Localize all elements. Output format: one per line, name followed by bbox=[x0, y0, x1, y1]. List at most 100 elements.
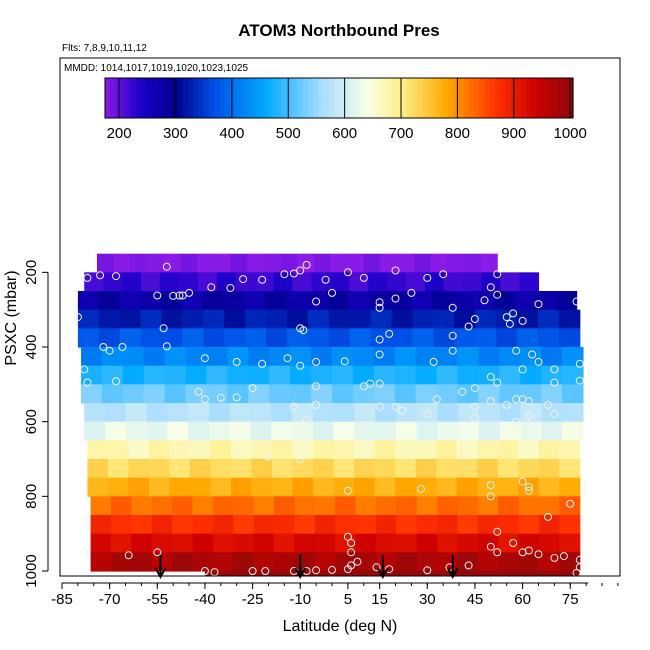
colorbar-segment bbox=[245, 78, 252, 118]
data-point bbox=[432, 395, 441, 404]
heatmap-cell bbox=[477, 552, 499, 572]
heatmap-cell bbox=[230, 253, 248, 273]
colorbar-segment bbox=[484, 78, 491, 118]
data-point bbox=[232, 357, 241, 366]
heatmap-cell bbox=[159, 272, 180, 292]
heatmap-cell bbox=[477, 515, 499, 535]
colorbar-segment bbox=[458, 78, 465, 118]
colorbar-segment bbox=[146, 78, 153, 118]
heatmap-cell bbox=[84, 272, 104, 292]
data-point bbox=[353, 557, 362, 566]
heatmap-cell bbox=[311, 347, 333, 367]
heatmap-cell bbox=[457, 365, 479, 385]
down-arrow-icon bbox=[376, 555, 389, 580]
heatmap-cell bbox=[151, 515, 173, 535]
heatmap-cell bbox=[518, 496, 540, 516]
heatmap-cell bbox=[77, 291, 100, 311]
data-point bbox=[505, 319, 514, 328]
colorbar-segment bbox=[177, 78, 184, 118]
heatmap-cell bbox=[224, 309, 246, 329]
heatmap-cell bbox=[352, 347, 375, 367]
heatmap-cell bbox=[436, 440, 458, 460]
data-point bbox=[80, 548, 89, 557]
surface-band bbox=[204, 571, 580, 576]
heatmap-cell bbox=[146, 421, 168, 441]
data-point bbox=[343, 532, 352, 541]
y-tick-label: 200 bbox=[23, 260, 40, 285]
colorbar-segment bbox=[157, 78, 163, 118]
heatmap-cell bbox=[559, 533, 581, 553]
heatmap-cell bbox=[274, 496, 296, 516]
colorbar-segment bbox=[255, 78, 262, 118]
heatmap-cell bbox=[273, 272, 294, 292]
heatmap-cell bbox=[292, 272, 312, 292]
heatmap-cell bbox=[169, 459, 191, 479]
data-point bbox=[296, 455, 305, 463]
colorbar-segment bbox=[453, 78, 460, 118]
heatmap-cell bbox=[206, 365, 229, 385]
heatmap-cell bbox=[203, 328, 225, 348]
heatmap-cell bbox=[559, 496, 581, 516]
heatmap-cell bbox=[330, 272, 350, 292]
data-point bbox=[112, 272, 120, 281]
data-point bbox=[232, 393, 241, 402]
heatmap-cell bbox=[311, 365, 333, 385]
data-point bbox=[493, 290, 502, 299]
heatmap-cell bbox=[208, 403, 231, 423]
dates-label: MMDD: 1014,1017,1019,1020,1023,1025 bbox=[64, 63, 248, 74]
heatmap-cell bbox=[263, 253, 281, 273]
heatmap-cell bbox=[559, 515, 581, 535]
data-point bbox=[153, 291, 162, 300]
colorbar-segment bbox=[328, 78, 335, 118]
heatmap-cell bbox=[328, 328, 351, 348]
heatmap-cell bbox=[119, 309, 142, 329]
heatmap-cell bbox=[354, 421, 376, 441]
data-point bbox=[347, 561, 356, 570]
colorbar-segment bbox=[203, 78, 210, 118]
heatmap-cell bbox=[475, 309, 497, 329]
heatmap-cell bbox=[354, 477, 376, 497]
x-tick-label: 75 bbox=[562, 591, 579, 608]
colorbar-segment bbox=[261, 78, 267, 118]
heatmap-cell bbox=[233, 496, 255, 516]
data-point bbox=[512, 395, 521, 404]
colorbar-segment bbox=[385, 78, 392, 118]
heatmap-cell bbox=[477, 533, 499, 553]
heatmap-cell bbox=[212, 552, 234, 572]
data-point bbox=[312, 297, 321, 306]
heatmap-cell bbox=[311, 384, 333, 404]
data-point bbox=[375, 379, 384, 388]
heatmap-cell bbox=[224, 328, 246, 348]
heatmap-cell bbox=[395, 459, 417, 479]
heatmap-cell bbox=[394, 384, 417, 404]
heatmap-cell bbox=[264, 291, 287, 311]
colorbar-segment bbox=[219, 78, 226, 118]
heatmap-cell bbox=[167, 421, 189, 441]
heatmap-cell bbox=[90, 552, 112, 572]
x-tick-label: 60 bbox=[514, 591, 531, 608]
heatmap-cell bbox=[541, 421, 563, 441]
heatmap-cell bbox=[498, 496, 520, 516]
data-point bbox=[391, 266, 400, 275]
heatmap-cell bbox=[128, 477, 150, 497]
data-point bbox=[572, 297, 581, 306]
data-point bbox=[448, 346, 457, 355]
heatmap-cell bbox=[496, 309, 518, 329]
heatmap-cell bbox=[354, 440, 376, 460]
heatmap-cell bbox=[416, 421, 439, 441]
heatmap-cell bbox=[107, 459, 130, 479]
heatmap-cell bbox=[520, 384, 542, 404]
heatmap-cell bbox=[206, 384, 229, 404]
data-point bbox=[524, 412, 533, 421]
heatmap-cell bbox=[332, 384, 354, 404]
heatmap-cell bbox=[216, 272, 237, 292]
data-point bbox=[261, 567, 270, 575]
heatmap-cell bbox=[231, 477, 253, 497]
heatmap-cell bbox=[416, 496, 438, 516]
colorbar-segment bbox=[167, 78, 174, 118]
heatmap-cell bbox=[84, 421, 106, 441]
heatmap-cell bbox=[518, 552, 540, 572]
heatmap-cell bbox=[463, 253, 482, 273]
heatmap-cell bbox=[81, 347, 103, 367]
heatmap-cell bbox=[110, 552, 132, 572]
